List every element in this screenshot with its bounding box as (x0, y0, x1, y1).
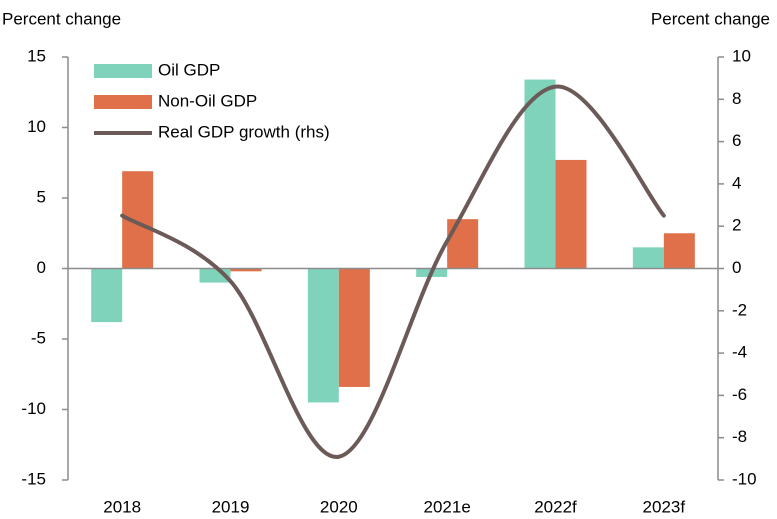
bar (524, 79, 556, 269)
y-tick-label: 0 (37, 258, 46, 277)
y2-tick-label: 2 (732, 216, 741, 235)
bar (555, 159, 587, 269)
x-tick-label: 2022f (534, 497, 577, 516)
line (120, 84, 666, 459)
y-tick-label: -10 (21, 399, 46, 418)
y2-tick-label: 10 (732, 46, 751, 65)
y2-tick-label: -8 (732, 427, 747, 446)
y-tick-label: -5 (31, 328, 46, 347)
y2-tick-label: -2 (732, 300, 747, 319)
legend-swatch (94, 95, 152, 109)
legend-swatch (94, 64, 152, 78)
bar (91, 268, 123, 323)
legend-label: Oil GDP (158, 60, 220, 79)
y2-tick-label: 0 (732, 258, 741, 277)
y-tick-label: 5 (37, 187, 46, 206)
bar (338, 268, 370, 387)
y-tick-label: -15 (21, 469, 46, 488)
y2-tick-label: -6 (732, 385, 747, 404)
legend-label: Non-Oil GDP (158, 91, 257, 110)
y-tick-label: 10 (27, 117, 46, 136)
bar (447, 219, 479, 269)
bar (307, 268, 339, 403)
x-tick-label: 2019 (212, 497, 250, 516)
y2-tick-label: 6 (732, 131, 741, 150)
x-tick-label: 2021e (424, 497, 471, 516)
y2-tick-label: -4 (732, 343, 747, 362)
x-tick-label: 2023f (643, 497, 686, 516)
y2-axis-label: Percent change (651, 9, 770, 28)
y2-tick-label: -10 (732, 469, 757, 488)
y2-tick-label: 4 (732, 173, 741, 192)
y-axis-label: Percent change (2, 9, 121, 28)
bar (230, 268, 262, 272)
bar (632, 247, 664, 269)
bar (663, 233, 695, 269)
x-tick-label: 2018 (103, 497, 141, 516)
x-tick-label: 2020 (320, 497, 358, 516)
legend-label: Real GDP growth (rhs) (158, 122, 330, 141)
y-tick-label: 15 (27, 46, 46, 65)
y2-tick-label: 8 (732, 89, 741, 108)
